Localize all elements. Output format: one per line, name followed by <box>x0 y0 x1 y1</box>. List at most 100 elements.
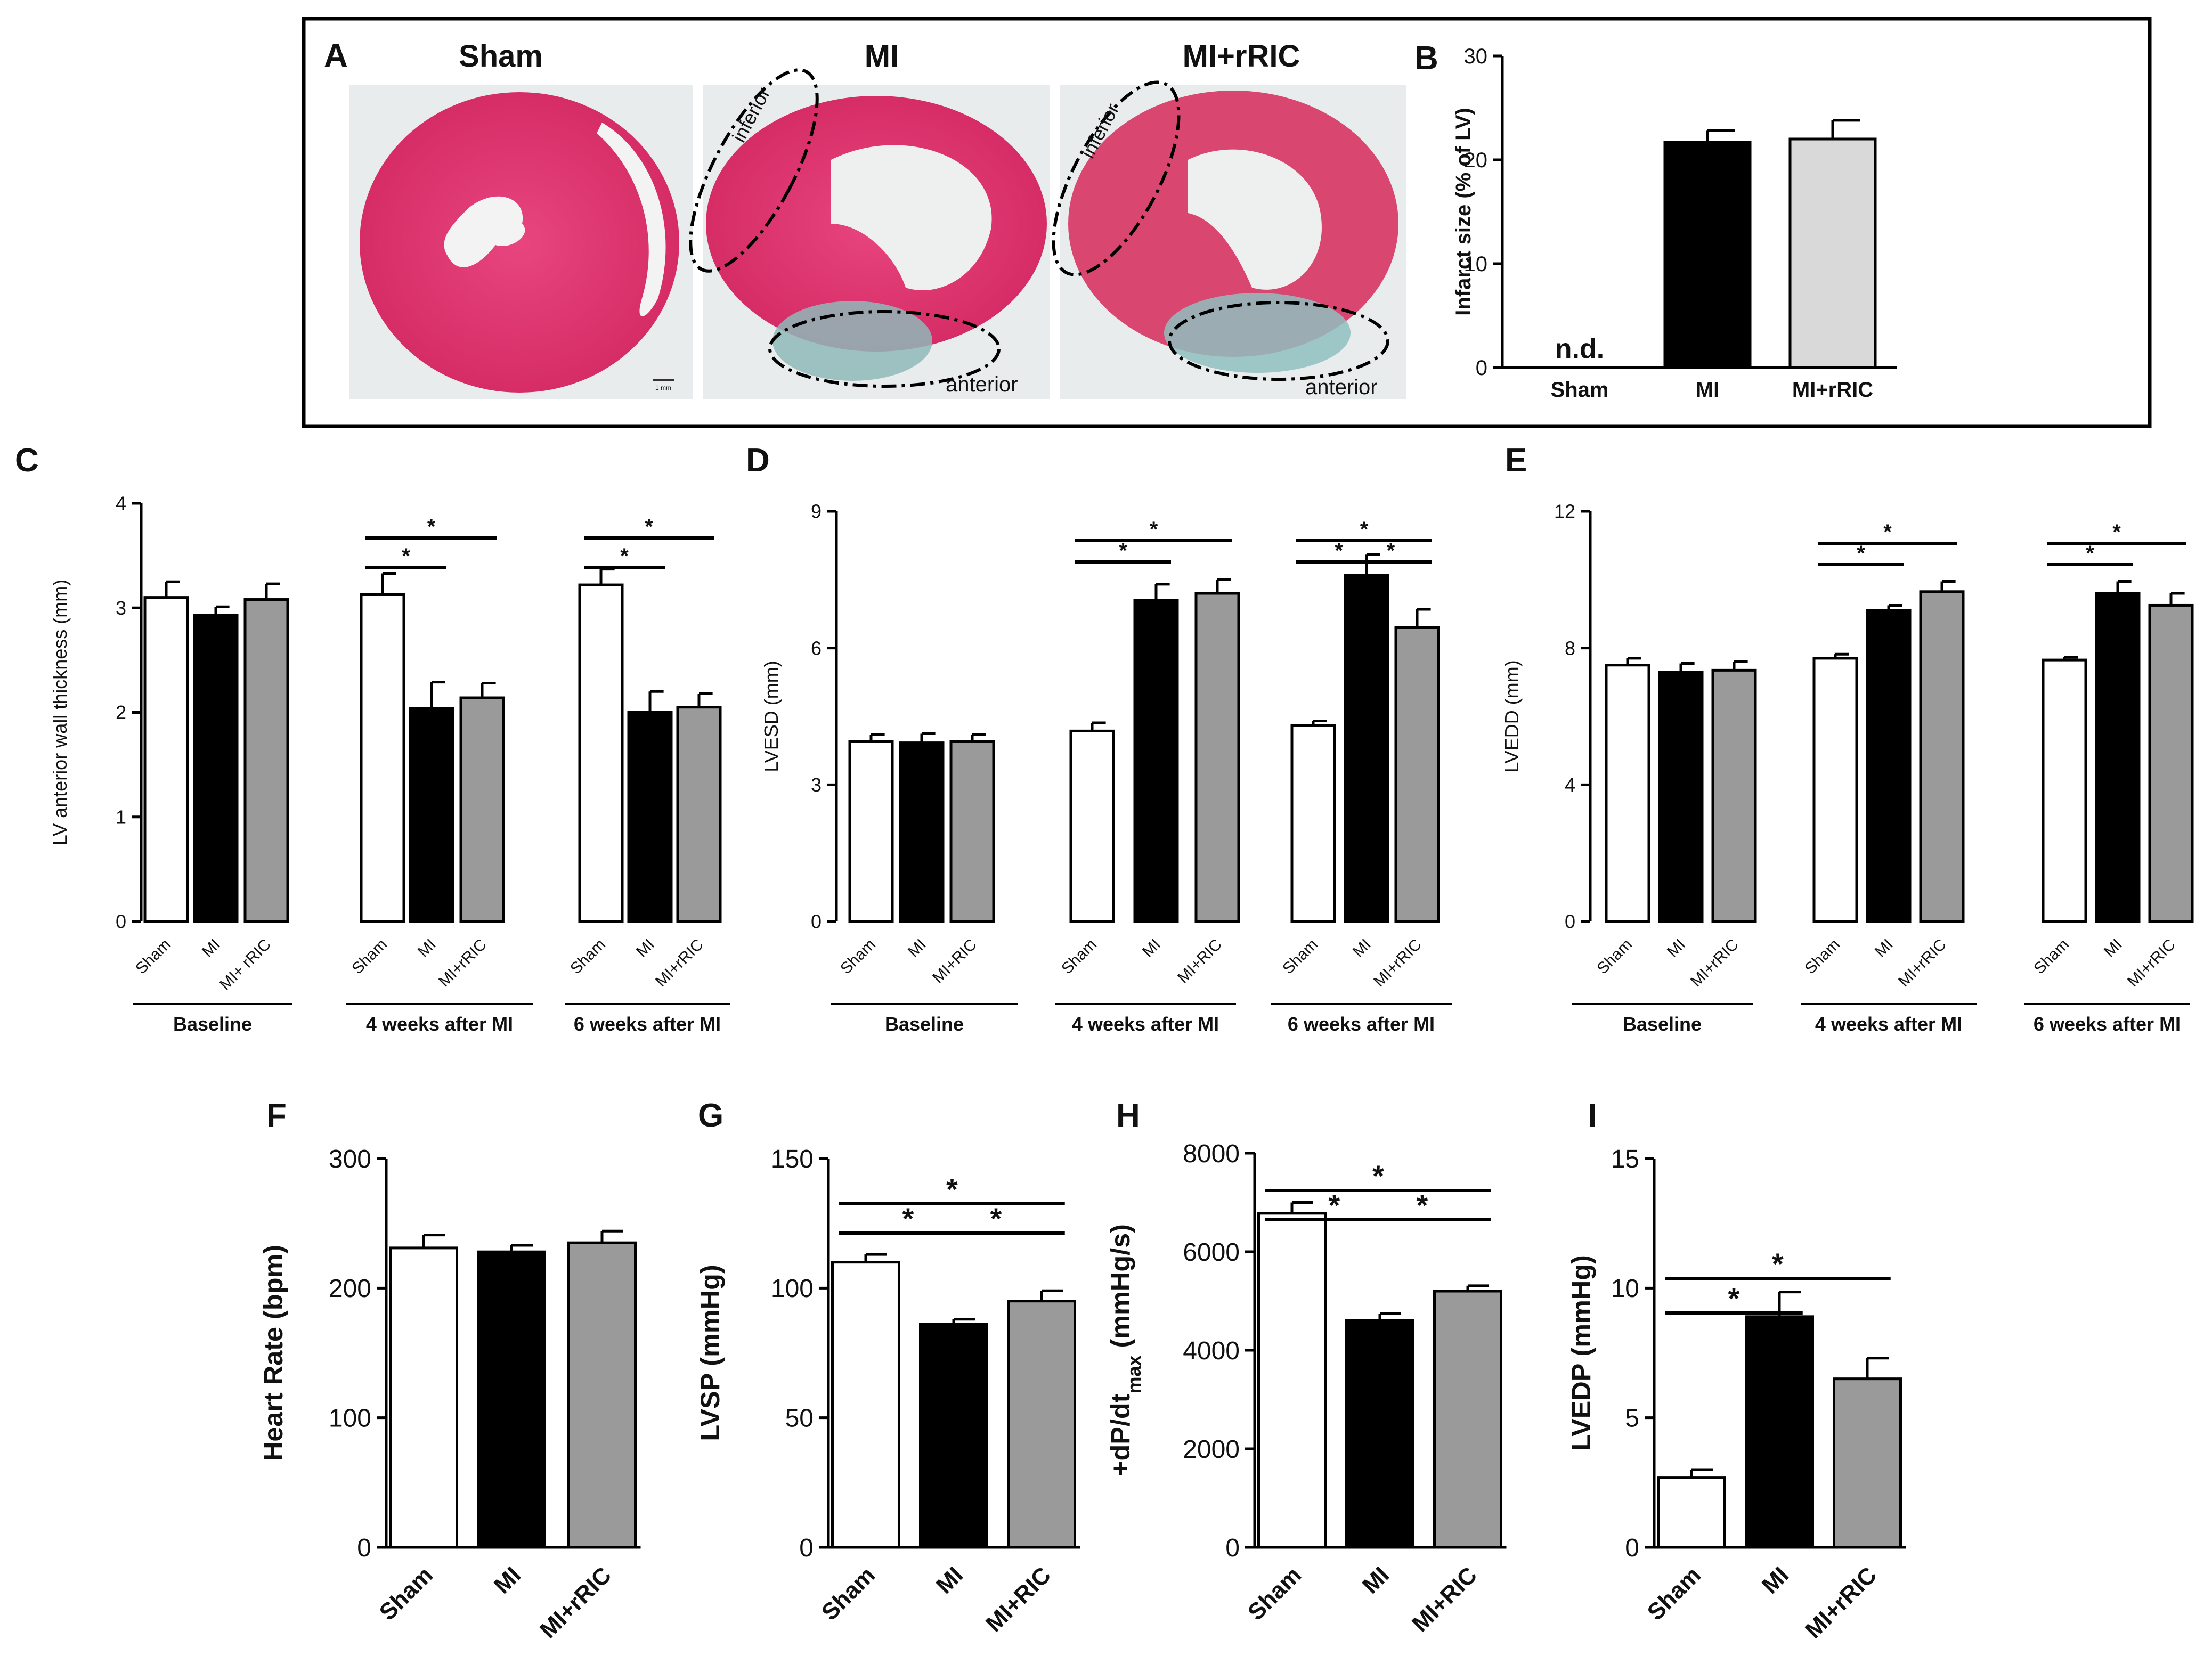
bar-6-weeks-after-mi-0 <box>2042 658 2087 923</box>
significance-star: * <box>645 515 653 539</box>
significance-star: * <box>1150 518 1158 541</box>
ventricle-cavity <box>1188 149 1322 290</box>
bar-mi-rric <box>567 1241 637 1549</box>
x-tick-label: MI <box>199 936 224 961</box>
x-tick-label: MI <box>1872 936 1897 961</box>
panel-label: F <box>266 1097 287 1134</box>
x-tick-label: MI+RIC <box>1407 1562 1482 1637</box>
significance-star: * <box>946 1172 958 1206</box>
x-tick-label: Sham <box>1642 1562 1706 1625</box>
significance-star: * <box>1772 1247 1784 1280</box>
significance-star: * <box>1416 1188 1428 1222</box>
x-tick-label: MI <box>2101 936 2126 961</box>
x-tick-label: MI+rRIC <box>652 936 707 991</box>
significance-star: * <box>1360 518 1369 541</box>
x-tick-label: MI <box>1757 1562 1794 1598</box>
group-label: Baseline <box>173 1013 252 1035</box>
y-tick-label: 12 <box>1554 501 1575 523</box>
panel-label-a: A <box>324 37 348 74</box>
y-axis-label: LV anterior wall thickness (mm) <box>49 580 71 845</box>
region-label-anterior: anterior <box>1305 376 1378 399</box>
significance-star: * <box>1119 539 1127 562</box>
chart-panel-h: H 0 2000 4000 6000 8000 +dP/dtmax (mmHg/s) Sham… <box>1105 1097 1507 1637</box>
y-axis-label: Heart Rate (bpm) <box>258 1245 288 1461</box>
x-tick-label: Sham <box>837 936 879 978</box>
chart-panel-i: I 0 5 10 15 LVEDP (mmHg) Sham MI MI+rRIC * * <box>1566 1097 1906 1644</box>
histology-title-sham: Sham <box>459 39 543 74</box>
y-tick-label: 10 <box>1611 1275 1639 1303</box>
y-tick-label: 6 <box>811 637 822 659</box>
bar-mi <box>919 1323 988 1549</box>
region-label-anterior: anterior <box>946 373 1018 396</box>
x-tick-label: MI+rRIC <box>1687 936 1742 991</box>
not-detected-label: n.d. <box>1555 333 1604 364</box>
x-tick-label: MI <box>1357 1562 1394 1598</box>
y-tick-label: 9 <box>811 501 822 523</box>
y-tick-label: 5 <box>1625 1404 1639 1432</box>
bar-4-weeks-after-mi-0 <box>360 593 405 923</box>
panel-label: D <box>746 442 770 479</box>
infarct-outline-inferior <box>689 68 819 273</box>
y-tick-label: 2 <box>116 702 126 723</box>
y-tick-label: 0 <box>1225 1534 1240 1562</box>
x-tick-label: MI+rRIC <box>535 1562 616 1643</box>
y-tick-label: 0 <box>116 911 126 933</box>
group-label: 4 weeks after MI <box>1815 1013 1962 1035</box>
x-tick-label: Sham <box>1279 936 1321 978</box>
x-tick-label: Sham <box>348 936 391 978</box>
bar-baseline-2 <box>243 598 289 923</box>
y-tick-label: 0 <box>357 1534 371 1562</box>
histology-title-mi-rric: MI+rRIC <box>1183 39 1300 74</box>
bar-mi-ric <box>1007 1300 1076 1549</box>
bar-6-weeks-after-mi-1 <box>627 711 673 923</box>
bar-mi <box>1745 1315 1814 1549</box>
significance-star: * <box>1728 1282 1739 1315</box>
x-tick-label: MI+rRIC <box>435 936 490 991</box>
bar-6-weeks-after-mi-2 <box>676 706 722 923</box>
x-tick-label: MI+RIC <box>981 1562 1056 1637</box>
y-tick-label: 100 <box>771 1275 814 1303</box>
x-tick-label: Sham <box>1551 378 1609 402</box>
x-tick-label: MI+rRIC <box>2124 936 2179 991</box>
x-tick-label: Sham <box>2030 936 2072 978</box>
significance-star: * <box>1328 1188 1340 1222</box>
y-tick-label: 200 <box>329 1275 371 1303</box>
histology-mi: MI inferior anterior <box>689 39 1050 399</box>
infarct-outline-anterior <box>1168 301 1389 381</box>
chart-panel-b: B 0 10 20 30 Infarct size (% of LV) Sham MI MI+r… <box>1414 40 1897 402</box>
histology-title-mi: MI <box>865 39 899 74</box>
ventricle-cavity <box>831 145 992 291</box>
y-tick-label: 1 <box>116 806 126 828</box>
group-label: 4 weeks after MI <box>366 1013 513 1035</box>
significance-star: * <box>1335 539 1343 562</box>
bar-baseline-1 <box>193 614 239 923</box>
y-tick-label: 4000 <box>1183 1337 1240 1365</box>
bar-mi <box>1345 1319 1414 1549</box>
chart-panel-g: G 0 50 100 150 LVSP (mmHg) Sham MI MI+RIC * * * <box>695 1097 1080 1637</box>
significance-star: * <box>402 544 410 568</box>
bar-6-weeks-after-mi-0 <box>1290 724 1336 923</box>
lv-lumen <box>444 196 525 267</box>
bar-baseline-1 <box>899 741 945 923</box>
y-tick-label: 8000 <box>1183 1140 1240 1168</box>
bar-sham <box>1657 1476 1726 1549</box>
group-label: Baseline <box>885 1013 964 1035</box>
bar-6-weeks-after-mi-1 <box>2095 592 2141 923</box>
chart-panel-c: C 0 1 2 3 4 LV anterior wall thickness (mm) Sha… <box>15 442 730 1035</box>
x-tick-label: MI <box>1349 936 1375 961</box>
significance-star: * <box>427 515 436 539</box>
panel-label: B <box>1414 40 1438 77</box>
significance-star: * <box>902 1202 914 1235</box>
bar-4-weeks-after-mi-0 <box>1812 657 1858 923</box>
group-label: 6 weeks after MI <box>1288 1013 1435 1035</box>
bar-6-weeks-after-mi-2 <box>1394 626 1440 923</box>
x-tick-label: MI <box>1139 936 1164 961</box>
y-tick-label: 4 <box>116 493 126 515</box>
bar-mi-ric <box>1433 1290 1502 1549</box>
bar-baseline-0 <box>1605 664 1650 923</box>
fibrotic-scar <box>1164 293 1351 373</box>
chart-panel-f: F 0 100 200 300 Heart Rate (bpm) Sham MI MI+rRIC <box>258 1097 641 1644</box>
y-tick-label: 20 <box>1464 149 1488 172</box>
y-tick-label: 0 <box>1625 1534 1639 1562</box>
